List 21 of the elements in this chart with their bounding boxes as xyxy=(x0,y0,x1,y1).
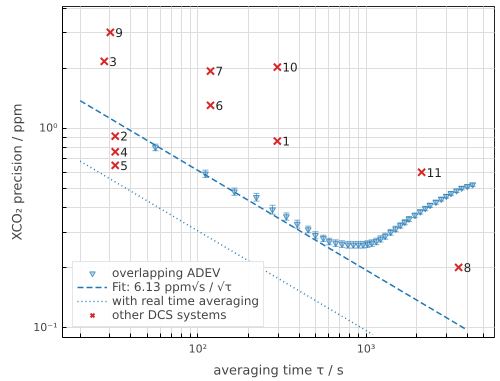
annotation: 9 xyxy=(115,26,123,40)
annotation: 10 xyxy=(282,60,298,75)
annotation: 6 xyxy=(216,98,224,113)
annotation: 1 xyxy=(282,134,290,149)
legend-label: overlapping ADEV xyxy=(112,266,220,280)
legend-label: Fit: 6.13 ppm√s / √τ xyxy=(112,280,232,294)
x-tick-label: 10² xyxy=(188,342,208,356)
annotation: 2 xyxy=(120,130,128,144)
x-tick-label: 10³ xyxy=(356,342,376,356)
y-tick-label: 10⁻¹ xyxy=(33,320,58,334)
annotation: 4 xyxy=(120,145,128,160)
annotation: 5 xyxy=(120,158,128,173)
legend-label: other DCS systems xyxy=(112,308,226,322)
annotation: 7 xyxy=(216,64,224,79)
annotation: 8 xyxy=(464,260,472,275)
annotation: 3 xyxy=(109,54,117,69)
legend-label: with real time averaging xyxy=(112,294,260,308)
x-axis-title: averaging time τ / s xyxy=(213,364,344,378)
y-tick-label: 10⁰ xyxy=(39,122,58,135)
annotation: 11 xyxy=(426,166,442,180)
y-axis-title: XCO₂ precision / ppm xyxy=(10,103,26,241)
